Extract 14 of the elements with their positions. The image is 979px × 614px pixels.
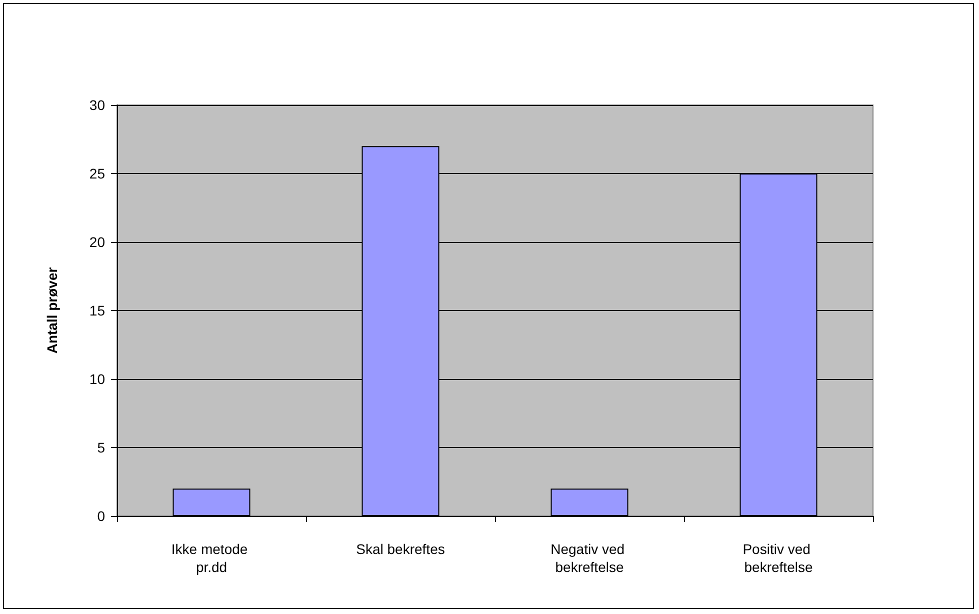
y-tick-label: 20 bbox=[89, 234, 106, 250]
x-tick-label: Skal bekreftes bbox=[356, 541, 445, 557]
bar bbox=[550, 488, 628, 516]
bar bbox=[172, 488, 250, 516]
y-axis-title: Antall prøver bbox=[44, 266, 60, 354]
y-tick-label: 0 bbox=[97, 508, 106, 524]
x-tick-label: Positiv ved bekreftelse bbox=[742, 541, 814, 575]
y-tick-label: 5 bbox=[97, 440, 106, 456]
x-tick-label: Ikke metode pr.dd bbox=[171, 541, 252, 575]
y-tick-label: 10 bbox=[89, 371, 106, 387]
y-tick-label: 15 bbox=[89, 302, 106, 318]
y-tick-label: 30 bbox=[89, 97, 106, 113]
y-tick-label: 25 bbox=[89, 166, 106, 182]
x-tick-label: Negativ ved bekreftelse bbox=[550, 541, 628, 575]
